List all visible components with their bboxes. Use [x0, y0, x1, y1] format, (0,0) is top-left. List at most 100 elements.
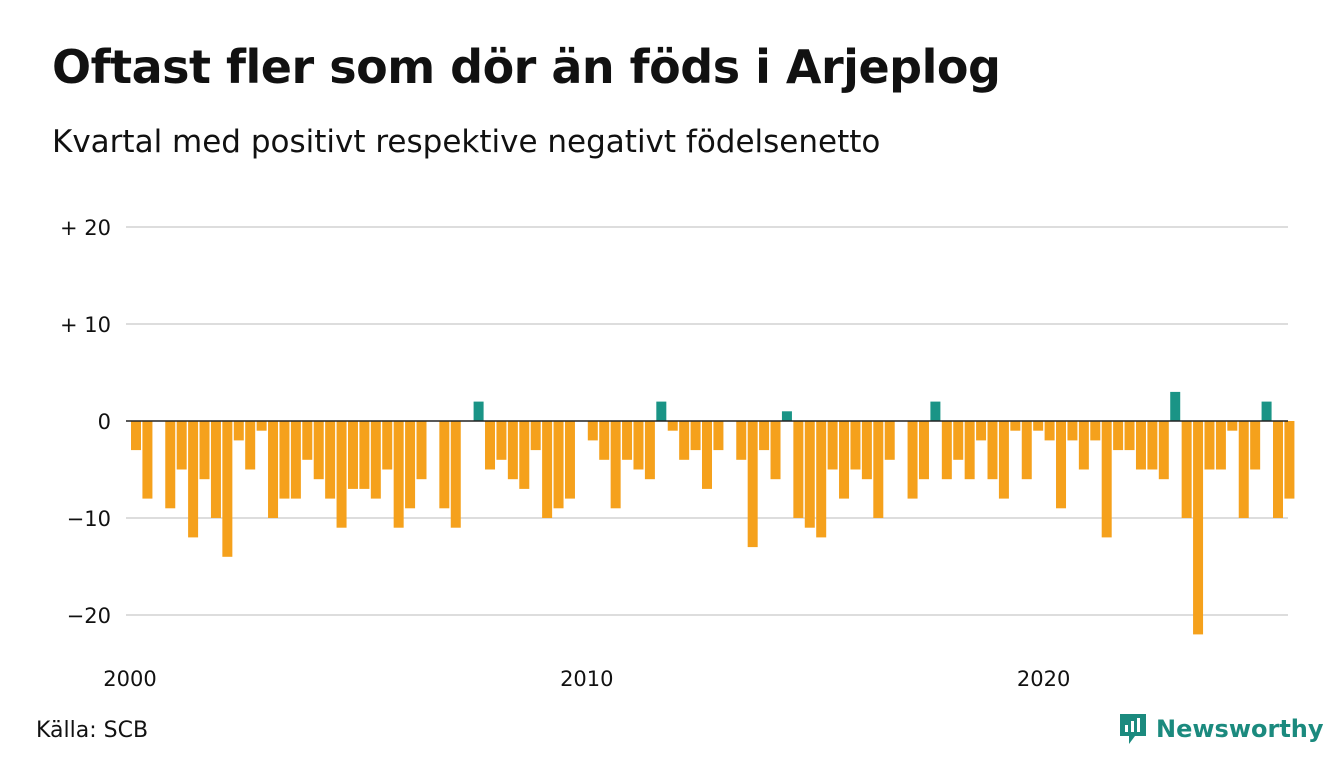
bar [359, 421, 370, 489]
bar [564, 421, 575, 499]
bar [644, 421, 655, 480]
bar [1021, 421, 1032, 480]
bar [302, 421, 313, 460]
bar [918, 421, 929, 480]
y-tick-label: 0 [98, 410, 111, 434]
bar [1135, 421, 1146, 470]
bar [633, 421, 644, 470]
bar [313, 421, 324, 480]
bar [839, 421, 850, 499]
bar [770, 421, 781, 480]
bar [998, 421, 1009, 499]
bar [816, 421, 827, 538]
bar [485, 421, 496, 470]
bar [290, 421, 301, 499]
bar [325, 421, 336, 499]
bar [941, 421, 952, 480]
brand-name: Newsworthy [1156, 715, 1324, 743]
bar [530, 421, 541, 451]
bar [439, 421, 450, 509]
bar [736, 421, 747, 460]
bar [279, 421, 290, 499]
newsworthy-logo-icon [1120, 714, 1146, 744]
bar [336, 421, 347, 528]
bar [1273, 421, 1283, 518]
bar [450, 421, 461, 528]
bar [976, 421, 987, 441]
y-tick-label: −10 [67, 507, 111, 531]
source-note: Källa: SCB [36, 718, 149, 743]
bar [416, 421, 427, 480]
bar [781, 411, 792, 421]
bar [599, 421, 610, 460]
chart-subtitle: Kvartal med positivt respektive negativt… [52, 124, 881, 160]
bar [507, 421, 518, 480]
bar [1101, 421, 1112, 538]
bar [1044, 421, 1055, 441]
bar [233, 421, 244, 441]
bar [199, 421, 210, 480]
bar [656, 401, 667, 421]
bar [690, 421, 701, 451]
bar [1238, 421, 1249, 518]
bar [622, 421, 633, 460]
bar [987, 421, 998, 480]
bar [907, 421, 918, 499]
brand[interactable]: Newsworthy [1118, 712, 1324, 746]
bar [827, 421, 838, 470]
bar [884, 421, 895, 460]
bar [131, 421, 141, 451]
bar [679, 421, 690, 460]
bar [1078, 421, 1089, 470]
bar [587, 421, 598, 441]
bar [496, 421, 507, 460]
bar [1227, 421, 1238, 431]
bar [519, 421, 530, 489]
bar [347, 421, 358, 489]
bar [405, 421, 416, 509]
bar [861, 421, 872, 480]
x-tick-label: 2000 [103, 667, 156, 691]
bar [1090, 421, 1101, 441]
bar [793, 421, 804, 518]
bar [1158, 421, 1169, 480]
bar [245, 421, 256, 470]
bar [759, 421, 770, 451]
bar [747, 421, 758, 548]
bar [804, 421, 815, 528]
bar [1113, 421, 1124, 451]
bar [1147, 421, 1158, 470]
y-tick-label: −20 [67, 604, 111, 628]
bar [176, 421, 187, 470]
bar [1010, 421, 1021, 431]
bar [1215, 421, 1226, 470]
bar [850, 421, 861, 470]
chart-title: Oftast fler som dör än föds i Arjeplog [52, 40, 1001, 94]
bar [1284, 421, 1295, 499]
bar [1033, 421, 1044, 431]
bar [222, 421, 233, 557]
bar [473, 401, 484, 421]
bar [1204, 421, 1215, 470]
x-tick-label: 2020 [1017, 667, 1070, 691]
bar [667, 421, 678, 431]
bar [370, 421, 381, 499]
bar [382, 421, 393, 470]
bar [1250, 421, 1261, 470]
bar [256, 421, 267, 431]
bar [1170, 391, 1181, 421]
bar [142, 421, 153, 499]
bar [713, 421, 724, 451]
bar [1181, 421, 1192, 518]
bar [188, 421, 199, 538]
bar [1056, 421, 1067, 509]
bar [393, 421, 404, 528]
bar [610, 421, 621, 509]
bar [930, 401, 941, 421]
x-tick-label: 2010 [560, 667, 613, 691]
bar [1261, 401, 1272, 421]
bar [553, 421, 564, 509]
bar [268, 421, 279, 518]
bar [964, 421, 975, 480]
